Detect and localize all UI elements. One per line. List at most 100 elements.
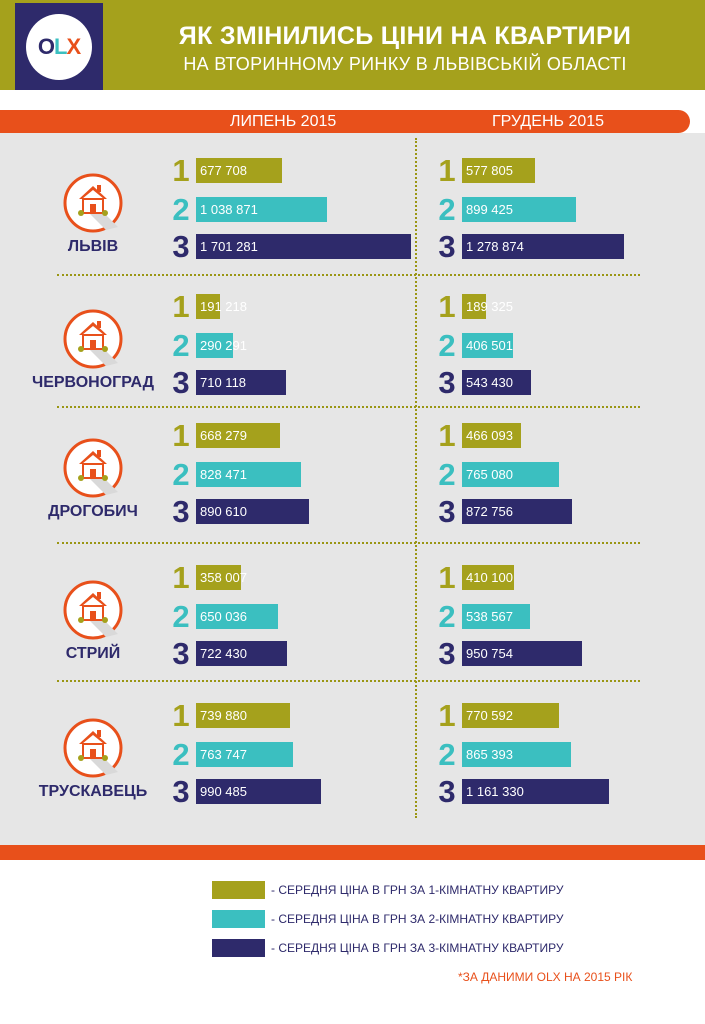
room-count-3-room: 3 [172,229,190,264]
bar-july-1-room: 358 007 [196,565,247,590]
bar-value-label: 650 036 [200,609,247,624]
room-count-2-room: 2 [438,737,456,772]
room-count-2-room: 2 [438,457,456,492]
room-count-1-room: 1 [172,289,190,324]
bar-value-label: 410 100 [466,570,513,585]
logo-text: OLX [37,34,81,59]
room-count-3-room: 3 [438,365,456,400]
bar-value-label: 990 485 [200,784,247,799]
bar-december-3-room: 1 161 330 [462,779,609,804]
bar-december-1-room: 770 592 [462,703,559,728]
source-note: *ЗА ДАНИМИ OLX НА 2015 РІК [458,970,633,984]
house-icon [62,308,124,370]
city-divider [57,406,640,408]
city-divider [57,680,640,682]
logo-circle: OLX [26,14,92,80]
bar-value-label: 710 118 [200,375,247,390]
bar-july-1-room: 191 218 [196,294,247,319]
bar-value-label: 1 038 871 [200,202,258,217]
bar-value-label: 538 567 [466,609,513,624]
bar-july-3-room: 710 118 [196,370,286,395]
bar-value-label: 890 610 [200,504,247,519]
house-icon [62,172,124,234]
period-divider [415,138,417,818]
house-icon [62,717,124,779]
bar-july-3-room: 1 701 281 [196,234,411,259]
page-title: ЯК ЗМІНИЛИСЬ ЦІНИ НА КВАРТИРИ [178,22,632,50]
legend-swatch-3-room [212,939,265,957]
city-name-label: ТРУСКАВЕЦЬ [38,783,148,800]
legend-text-2-room: - СЕРЕДНЯ ЦІНА В ГРН ЗА 2-КІМНАТНУ КВАРТ… [271,912,564,926]
bar-december-2-room: 406 501 [462,333,513,358]
room-count-2-room: 2 [438,328,456,363]
period-label-july: ЛИПЕНЬ 2015 [230,113,337,130]
bar-december-1-room: 189 325 [462,294,513,319]
bar-july-2-room: 290 291 [196,333,247,358]
bar-value-label: 543 430 [466,375,513,390]
bar-value-label: 872 756 [466,504,513,519]
bar-july-1-room: 677 708 [196,158,282,183]
bar-value-label: 865 393 [466,747,513,762]
room-count-1-room: 1 [438,289,456,324]
bar-value-label: 899 425 [466,202,513,217]
bar-value-label: 722 430 [200,646,247,661]
bar-december-3-room: 872 756 [462,499,572,524]
bar-value-label: 739 880 [200,708,247,723]
city-name-label: ЛЬВІВ [67,238,119,255]
legend-text-1-room: - СЕРЕДНЯ ЦІНА В ГРН ЗА 1-КІМНАТНУ КВАРТ… [271,883,564,897]
bar-july-3-room: 990 485 [196,779,321,804]
room-count-3-room: 3 [438,229,456,264]
period-label-december: ГРУДЕНЬ 2015 [492,113,605,130]
room-count-1-room: 1 [172,418,190,453]
room-count-3-room: 3 [172,636,190,671]
room-count-1-room: 1 [438,560,456,595]
room-count-2-room: 2 [172,457,190,492]
header-banner: OLX ЯК ЗМІНИЛИСЬ ЦІНИ НА КВАРТИРИ НА ВТО… [0,0,705,90]
bar-december-2-room: 765 080 [462,462,559,487]
bar-value-label: 1 161 330 [466,784,524,799]
bar-value-label: 770 592 [466,708,513,723]
room-count-1-room: 1 [438,153,456,188]
bar-july-2-room: 650 036 [196,604,278,629]
bar-value-label: 1 701 281 [200,239,258,254]
room-count-3-room: 3 [438,636,456,671]
bar-value-label: 763 747 [200,747,247,762]
bar-december-2-room: 538 567 [462,604,530,629]
room-count-2-room: 2 [438,192,456,227]
room-count-2-room: 2 [172,737,190,772]
room-count-3-room: 3 [172,365,190,400]
legend-swatch-1-room [212,881,265,899]
room-count-3-room: 3 [438,774,456,809]
bar-july-3-room: 890 610 [196,499,309,524]
city-divider [57,274,640,276]
bar-july-1-room: 668 279 [196,423,280,448]
bar-value-label: 950 754 [466,646,513,661]
bar-july-2-room: 1 038 871 [196,197,327,222]
bar-december-3-room: 950 754 [462,641,582,666]
bar-december-1-room: 466 093 [462,423,521,448]
bar-july-2-room: 828 471 [196,462,301,487]
bar-july-2-room: 763 747 [196,742,293,767]
bar-value-label: 189 325 [466,299,513,314]
bar-december-1-room: 410 100 [462,565,514,590]
bar-value-label: 290 291 [200,338,247,353]
room-count-3-room: 3 [172,494,190,529]
room-count-1-room: 1 [172,153,190,188]
city-name-label: ЧЕРВОНОГРАД [31,374,155,391]
house-icon [62,437,124,499]
bar-value-label: 765 080 [466,467,513,482]
bar-december-3-room: 1 278 874 [462,234,624,259]
room-count-1-room: 1 [438,698,456,733]
room-count-3-room: 3 [172,774,190,809]
room-count-2-room: 2 [172,192,190,227]
bar-december-3-room: 543 430 [462,370,531,395]
olx-logo: OLX [15,3,103,90]
bar-value-label: 677 708 [200,163,247,178]
bar-july-3-room: 722 430 [196,641,287,666]
bar-value-label: 191 218 [200,299,247,314]
bottom-band [0,845,705,860]
room-count-1-room: 1 [172,560,190,595]
room-count-2-room: 2 [172,599,190,634]
bar-value-label: 668 279 [200,428,247,443]
page-subtitle: НА ВТОРИННОМУ РИНКУ В ЛЬВІВСЬКІЙ ОБЛАСТІ [183,54,627,74]
